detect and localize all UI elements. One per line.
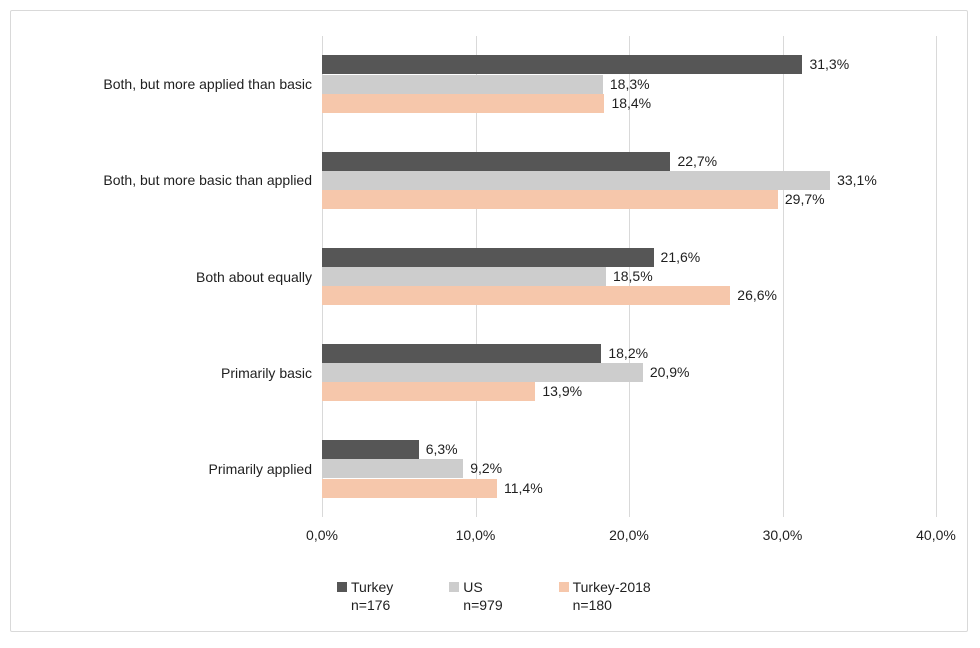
plot-area: 31,3% 18,3% 18,4% 22,7% 33,1% 29,7% 21,6% 18,5%…	[322, 36, 937, 517]
category-label: Both about equally	[196, 268, 312, 285]
x-axis-tick-label: 20,0%	[609, 527, 649, 543]
legend-series-name: Turkey	[351, 579, 394, 595]
bar-value-label: 20,9%	[649, 364, 690, 381]
legend-marker-icon	[337, 582, 347, 592]
gridline	[782, 36, 784, 517]
bar-turkey-2018	[322, 478, 497, 498]
legend-marker-icon	[558, 582, 569, 592]
bar-turkey	[322, 151, 671, 171]
legend-item-label: US n=979	[463, 578, 502, 614]
legend-series-n: n=979	[463, 597, 503, 613]
legend-item-turkey: Turkey n=176	[337, 578, 393, 614]
bar-value-label: 18,2%	[608, 344, 649, 361]
x-axis-tick-label: 10,0%	[455, 527, 496, 543]
category-label: Both, but more basic than applied	[103, 172, 312, 189]
bar-value-label: 6,3%	[425, 441, 458, 458]
bar-us	[322, 363, 643, 383]
bar-turkey-2018	[322, 382, 536, 402]
legend-series-name: US	[463, 579, 483, 595]
bar-value-label: 31,3%	[809, 56, 850, 73]
x-axis-tick-label: 30,0%	[762, 527, 803, 543]
legend-series-name: Turkey-2018	[572, 579, 651, 595]
bar-value-label: 29,7%	[784, 190, 825, 207]
chart-frame	[10, 10, 968, 632]
bar-value-label: 18,3%	[609, 75, 650, 92]
bar-value-label: 13,9%	[542, 383, 583, 400]
bar-turkey	[322, 343, 602, 364]
bar-turkey-2018	[322, 286, 731, 306]
legend-series-n: n=180	[572, 597, 612, 613]
bar-us	[322, 170, 831, 190]
legend-item-label: Turkey n=176	[351, 578, 393, 614]
bar-turkey	[322, 440, 419, 460]
x-axis-tick-label: 40,0%	[916, 527, 956, 543]
legend-item-turkey-2018: Turkey-2018 n=180	[558, 578, 651, 614]
category-label: Primarily applied	[208, 460, 312, 477]
category-label: Primarily basic	[220, 364, 312, 381]
gridline	[936, 36, 937, 517]
legend-item-us: US n=979	[449, 578, 503, 614]
bar-value-label: 33,1%	[837, 171, 877, 188]
bar-turkey	[322, 247, 654, 267]
bar-value-label: 18,4%	[611, 94, 652, 111]
bar-us	[322, 459, 464, 479]
bar-value-label: 18,5%	[612, 267, 653, 284]
bar-turkey	[322, 55, 803, 75]
gridline	[629, 36, 630, 517]
bar-value-label: 26,6%	[737, 287, 777, 304]
bar-value-label: 22,7%	[677, 152, 718, 169]
x-axis-tick-label: 0,0%	[306, 527, 338, 543]
legend-item-label: Turkey-2018 n=180	[573, 578, 651, 614]
bar-turkey-2018	[322, 93, 605, 113]
bar-value-label: 11,4%	[503, 479, 543, 496]
bar-value-label: 21,6%	[660, 248, 701, 265]
legend-marker-icon	[449, 582, 460, 592]
bar-us	[322, 266, 606, 287]
legend: Turkey n=176 US n=979 Turkey-2018 n=180	[337, 578, 651, 614]
bar-us	[322, 74, 603, 94]
bar-turkey-2018	[322, 189, 778, 210]
bar-value-label: 9,2%	[470, 460, 503, 477]
legend-series-n: n=176	[351, 597, 391, 613]
category-label: Both, but more applied than basic	[103, 76, 312, 93]
